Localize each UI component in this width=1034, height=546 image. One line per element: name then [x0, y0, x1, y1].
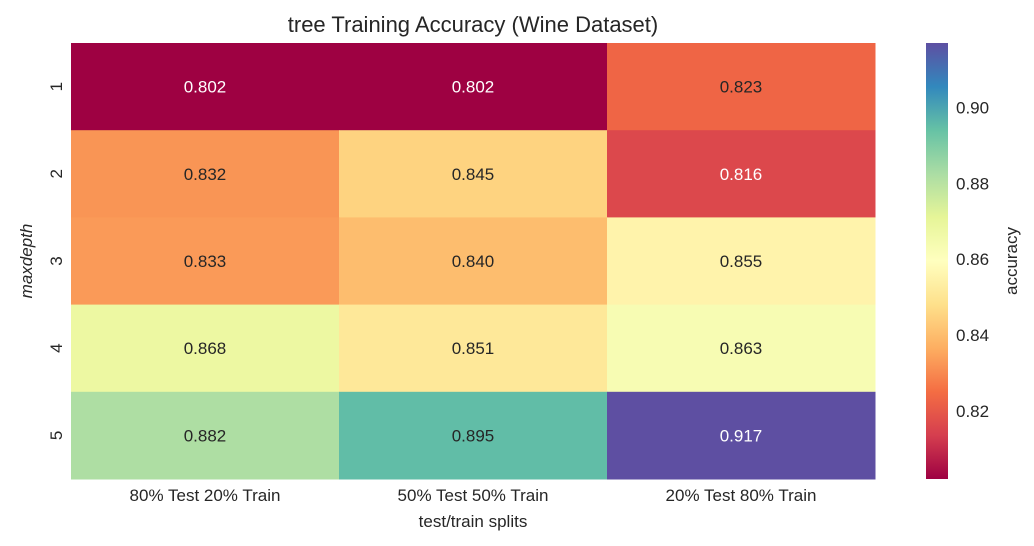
heatmap-cell: [607, 217, 876, 306]
heatmap-cell: [71, 304, 340, 393]
cell-value-label: 0.855: [720, 252, 763, 271]
heatmap-cell: [607, 43, 876, 131]
colorbar-tick-label: 0.82: [956, 402, 989, 421]
heatmap-cell: [607, 130, 876, 218]
colorbar-tick-label: 0.88: [956, 174, 989, 193]
colorbar-tick-label: 0.90: [956, 98, 989, 117]
cell-value-label: 0.917: [720, 426, 763, 445]
chart-title: tree Training Accuracy (Wine Dataset): [288, 12, 658, 37]
cell-value-label: 0.840: [452, 252, 495, 271]
x-tick-label: 20% Test 80% Train: [666, 486, 817, 505]
cell-value-label: 0.823: [720, 78, 763, 97]
y-tick-label: 5: [47, 431, 66, 440]
cell-value-label: 0.802: [184, 78, 227, 97]
heatmap-cell: [71, 217, 340, 306]
colorbar-tick-label: 0.86: [956, 250, 989, 269]
cell-value-label: 0.882: [184, 426, 227, 445]
heatmap-cell: [339, 43, 608, 131]
cell-value-label: 0.851: [452, 339, 495, 358]
x-tick-label: 80% Test 20% Train: [130, 486, 281, 505]
colorbar-label: accuracy: [1002, 226, 1021, 295]
y-tick-labels: 1 2 3 4 5: [47, 82, 66, 440]
y-tick-label: 4: [47, 343, 66, 352]
x-tick-labels: 80% Test 20% Train 50% Test 50% Train 20% …: [130, 486, 817, 505]
cell-value-label: 0.868: [184, 339, 227, 358]
heatmap-cells: [71, 43, 876, 480]
heatmap-cell: [71, 130, 340, 218]
heatmap-cell: [607, 391, 876, 480]
heatmap-cell: [339, 217, 608, 306]
cell-value-label: 0.833: [184, 252, 227, 271]
heatmap-cell: [339, 391, 608, 480]
y-tick-label: 3: [47, 256, 66, 265]
y-axis-label: maxdepth: [17, 224, 36, 299]
cell-value-label: 0.832: [184, 165, 227, 184]
heatmap-cell-labels: 0.802 0.802 0.823 0.832 0.845 0.816 0.833 0.840…: [184, 78, 763, 446]
y-tick-label: 1: [47, 82, 66, 91]
cell-value-label: 0.816: [720, 165, 763, 184]
cell-value-label: 0.863: [720, 339, 763, 358]
cell-value-label: 0.895: [452, 426, 495, 445]
x-tick-label: 50% Test 50% Train: [398, 486, 549, 505]
colorbar: [926, 43, 948, 479]
y-tick-label: 2: [47, 169, 66, 178]
colorbar-tick-label: 0.84: [956, 326, 989, 345]
heatmap-cell: [339, 304, 608, 393]
heatmap-cell: [607, 304, 876, 393]
heatmap-cell: [71, 43, 340, 131]
colorbar-ticks: 0.82 0.84 0.86 0.88 0.90: [956, 98, 989, 420]
heatmap-cell: [71, 391, 340, 480]
cell-value-label: 0.802: [452, 78, 495, 97]
x-axis-label: test/train splits: [419, 512, 528, 531]
cell-value-label: 0.845: [452, 165, 495, 184]
heatmap-cell: [339, 130, 608, 218]
